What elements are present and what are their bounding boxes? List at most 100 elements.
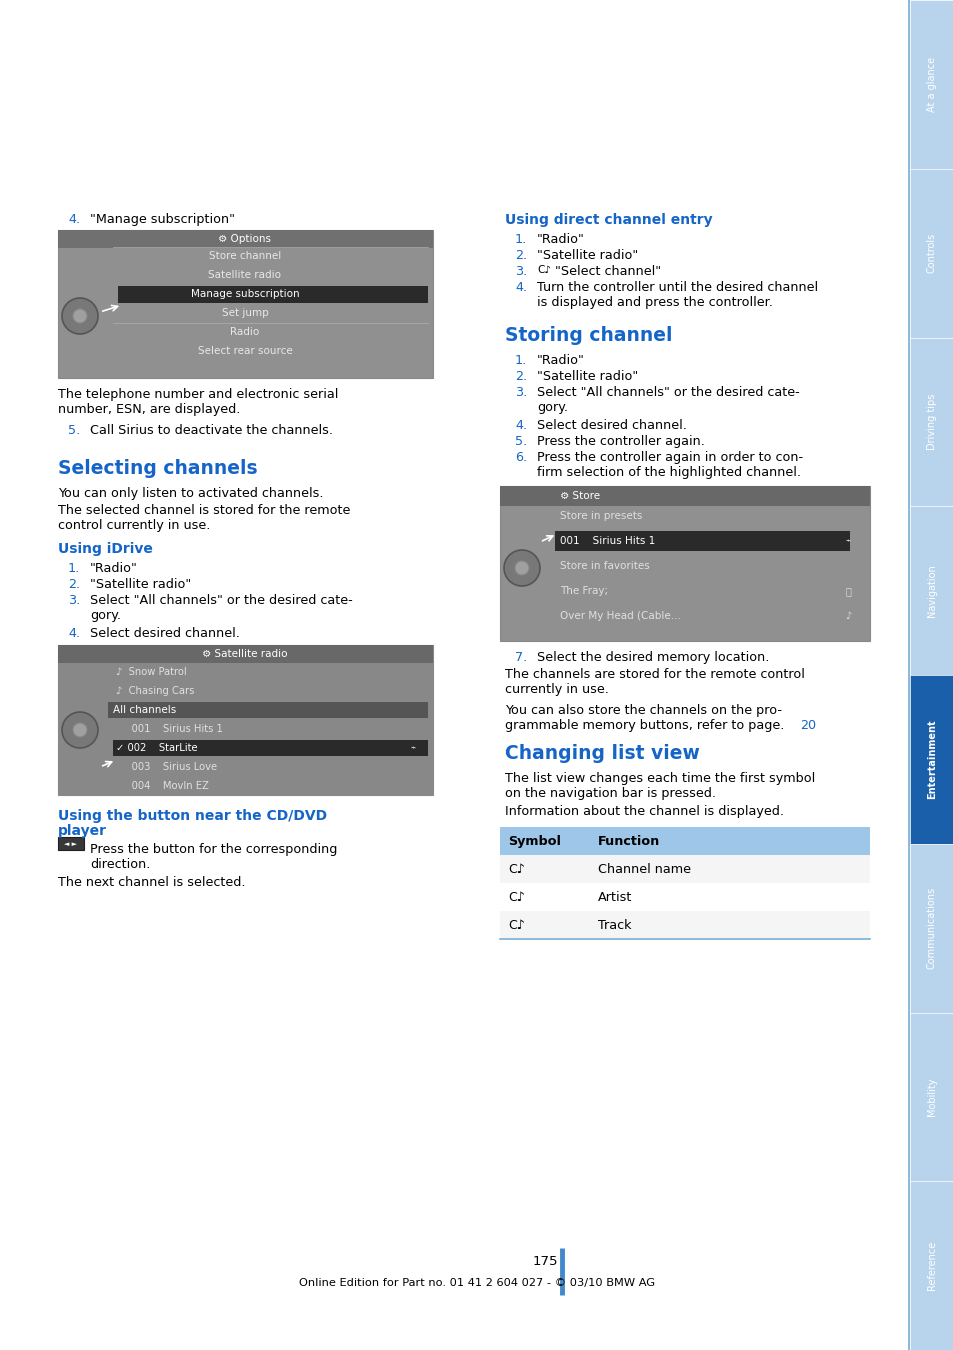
- Text: 1.: 1.: [515, 354, 527, 367]
- Bar: [909, 506, 953, 675]
- Text: Online Edition for Part no. 01 41 2 604 027 - © 03/10 BMW AG: Online Edition for Part no. 01 41 2 604 …: [298, 1278, 655, 1288]
- Text: Select rear source: Select rear source: [197, 346, 292, 356]
- Text: ⌁: ⌁: [410, 744, 416, 752]
- Text: 5.: 5.: [68, 424, 80, 437]
- Text: ♪  Snow Patrol: ♪ Snow Patrol: [116, 667, 187, 676]
- Text: "Satellite radio": "Satellite radio": [537, 370, 638, 383]
- Text: "Radio": "Radio": [90, 562, 138, 575]
- Text: "Radio": "Radio": [537, 234, 584, 246]
- Text: ⌁: ⌁: [844, 536, 850, 545]
- Bar: [555, 531, 849, 551]
- Text: Entertainment: Entertainment: [926, 720, 936, 799]
- Text: is displayed and press the controller.: is displayed and press the controller.: [537, 296, 772, 309]
- Text: 4.: 4.: [515, 418, 527, 432]
- Text: "Satellite radio": "Satellite radio": [537, 248, 638, 262]
- Text: Using direct channel entry: Using direct channel entry: [504, 213, 712, 227]
- Circle shape: [515, 562, 529, 575]
- Text: C♪: C♪: [537, 265, 551, 275]
- Text: C♪: C♪: [507, 918, 524, 932]
- Text: Select desired channel.: Select desired channel.: [537, 418, 686, 432]
- Circle shape: [73, 309, 87, 323]
- Text: Communications: Communications: [926, 887, 936, 969]
- Text: "Manage subscription": "Manage subscription": [90, 213, 234, 225]
- Text: C♪: C♪: [507, 863, 524, 876]
- Text: Reference: Reference: [926, 1241, 936, 1291]
- Text: grammable memory buttons, refer to page.: grammable memory buttons, refer to page.: [504, 720, 783, 732]
- Text: Navigation: Navigation: [926, 564, 936, 617]
- Text: currently in use.: currently in use.: [504, 683, 608, 697]
- Text: 4.: 4.: [515, 281, 527, 294]
- Text: Track: Track: [598, 919, 631, 931]
- Text: gory.: gory.: [90, 609, 121, 622]
- Text: Store in presets: Store in presets: [559, 512, 641, 521]
- Text: Channel name: Channel name: [598, 863, 690, 876]
- Text: 004    MovIn EZ: 004 MovIn EZ: [116, 782, 209, 791]
- Bar: [499, 911, 869, 940]
- Text: Press the button for the corresponding: Press the button for the corresponding: [90, 842, 337, 856]
- Text: Select "All channels" or the desired cate-: Select "All channels" or the desired cat…: [537, 386, 799, 400]
- Text: Call Sirius to deactivate the channels.: Call Sirius to deactivate the channels.: [90, 424, 333, 437]
- Text: At a glance: At a glance: [926, 57, 936, 112]
- Bar: [499, 883, 869, 911]
- Bar: [58, 230, 433, 248]
- Text: 001    Sirius Hits 1: 001 Sirius Hits 1: [559, 536, 655, 545]
- Bar: [909, 0, 953, 169]
- Text: "Radio": "Radio": [537, 354, 584, 367]
- Text: ♪: ♪: [844, 612, 850, 621]
- Text: Function: Function: [598, 836, 659, 848]
- Text: direction.: direction.: [90, 859, 151, 871]
- Bar: [499, 855, 869, 883]
- Text: Controls: Controls: [926, 234, 936, 273]
- Text: 7.: 7.: [515, 651, 527, 664]
- Text: 1.: 1.: [515, 234, 527, 246]
- Bar: [909, 844, 953, 1012]
- Text: player: player: [58, 824, 107, 838]
- Text: 4.: 4.: [68, 626, 80, 640]
- Bar: [499, 486, 869, 506]
- Text: Over My Head (Cable...: Over My Head (Cable...: [559, 612, 680, 621]
- Bar: [499, 828, 869, 855]
- Text: Set jump: Set jump: [221, 308, 268, 319]
- Text: Store in favorites: Store in favorites: [559, 562, 649, 571]
- Text: The selected channel is stored for the remote: The selected channel is stored for the r…: [58, 504, 350, 517]
- Text: Select desired channel.: Select desired channel.: [90, 626, 239, 640]
- Text: Satellite radio: Satellite radio: [209, 270, 281, 279]
- Text: 1.: 1.: [68, 562, 80, 575]
- Text: "Select channel": "Select channel": [555, 265, 660, 278]
- Text: 175: 175: [532, 1256, 558, 1268]
- Bar: [909, 675, 953, 844]
- Text: Store channel: Store channel: [209, 251, 281, 261]
- Text: ⚙ Store: ⚙ Store: [559, 491, 599, 501]
- Text: ✓ 002    StarLite: ✓ 002 StarLite: [116, 743, 197, 753]
- Text: number, ESN, are displayed.: number, ESN, are displayed.: [58, 404, 240, 416]
- Bar: [909, 338, 953, 506]
- Text: Artist: Artist: [598, 891, 632, 904]
- Text: Symbol: Symbol: [507, 836, 560, 848]
- Circle shape: [73, 724, 87, 737]
- Text: 👤: 👤: [844, 586, 850, 595]
- Text: firm selection of the highlighted channel.: firm selection of the highlighted channe…: [537, 466, 801, 479]
- Text: Selecting channels: Selecting channels: [58, 459, 257, 478]
- Text: Using the button near the CD/DVD: Using the button near the CD/DVD: [58, 809, 327, 824]
- Bar: [58, 645, 433, 795]
- Text: Information about the channel is displayed.: Information about the channel is display…: [504, 805, 783, 818]
- Bar: [909, 1181, 953, 1350]
- Text: Manage subscription: Manage subscription: [191, 289, 299, 298]
- Text: Turn the controller until the desired channel: Turn the controller until the desired ch…: [537, 281, 818, 294]
- Text: You can also store the channels on the pro-: You can also store the channels on the p…: [504, 703, 781, 717]
- Text: 3.: 3.: [515, 265, 527, 278]
- Text: 20: 20: [800, 720, 815, 732]
- Bar: [58, 645, 433, 663]
- Bar: [58, 837, 84, 850]
- Text: gory.: gory.: [537, 401, 567, 414]
- Text: Using iDrive: Using iDrive: [58, 541, 152, 556]
- Text: on the navigation bar is pressed.: on the navigation bar is pressed.: [504, 787, 716, 801]
- Text: 3.: 3.: [68, 594, 80, 608]
- Text: control currently in use.: control currently in use.: [58, 518, 211, 532]
- Text: Mobility: Mobility: [926, 1077, 936, 1116]
- Text: 003    Sirius Love: 003 Sirius Love: [116, 761, 217, 772]
- Text: ◄ ►: ◄ ►: [65, 841, 77, 846]
- Text: Changing list view: Changing list view: [504, 744, 700, 763]
- Text: 001    Sirius Hits 1: 001 Sirius Hits 1: [116, 724, 223, 734]
- Text: 2.: 2.: [515, 248, 527, 262]
